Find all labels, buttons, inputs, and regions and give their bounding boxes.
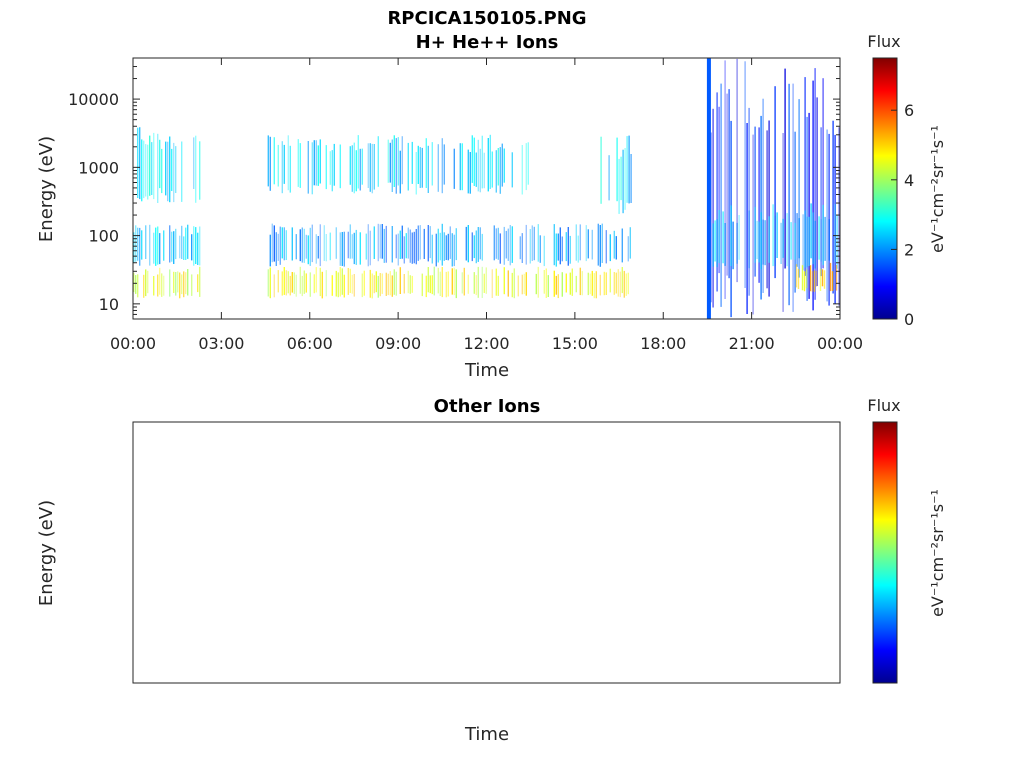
panel-title: Other Ions bbox=[434, 396, 541, 417]
colorbar-unit-label: eV⁻¹cm⁻²sr⁻¹s⁻¹ bbox=[928, 489, 947, 617]
colorbar-ticks: 0 2 4 6 bbox=[891, 101, 914, 329]
x-tick-label: 21:00 bbox=[729, 334, 775, 353]
flux-band bbox=[269, 223, 631, 267]
x-tick-label: 03:00 bbox=[198, 334, 244, 353]
flux-band bbox=[267, 266, 629, 299]
flux-band bbox=[137, 127, 201, 203]
flux-band bbox=[795, 262, 838, 292]
colorbar-tick-label: 4 bbox=[904, 171, 914, 190]
x-tick-label: 18:00 bbox=[640, 334, 686, 353]
colorbar-unit-label: eV⁻¹cm⁻²sr⁻¹s⁻¹ bbox=[928, 125, 947, 253]
flux-band bbox=[267, 134, 529, 195]
flux-band bbox=[133, 266, 201, 299]
panel-other-ions: Other Ions Energy (eV) Time Flux eV⁻¹cm⁻… bbox=[36, 396, 947, 745]
y-tick-label: 1000 bbox=[78, 158, 119, 177]
x-tick-label: 06:00 bbox=[287, 334, 333, 353]
colorbar-title: Flux bbox=[867, 396, 900, 415]
colorbar-tick-label: 2 bbox=[904, 240, 914, 259]
x-tick-label: 15:00 bbox=[552, 334, 598, 353]
flux-band bbox=[133, 224, 201, 266]
y-axis-label: Energy (eV) bbox=[36, 500, 57, 606]
x-axis-label: Time bbox=[464, 724, 509, 745]
y-axis: 10 100 1000 10000 bbox=[68, 57, 840, 320]
figure-title: RPCICA150105.PNG bbox=[387, 8, 586, 29]
x-tick-label: 09:00 bbox=[375, 334, 421, 353]
colorbar-gradient bbox=[872, 57, 898, 320]
x-tick-label: 00:00 bbox=[110, 334, 156, 353]
x-tick-label: 00:00 bbox=[817, 334, 863, 353]
colorbar-tick-label: 0 bbox=[904, 310, 914, 329]
flux-band bbox=[710, 58, 840, 318]
plot-frame bbox=[132, 421, 841, 684]
colorbar: Flux eV⁻¹cm⁻²sr⁻¹s⁻¹ bbox=[867, 396, 947, 684]
y-axis-label: Energy (eV) bbox=[36, 136, 57, 242]
flux-spike bbox=[706, 58, 711, 319]
x-tick-label: 12:00 bbox=[463, 334, 509, 353]
y-tick-label: 10 bbox=[99, 295, 119, 314]
y-tick-label: 100 bbox=[88, 227, 119, 246]
x-axis: 00:00 03:00 06:00 09:00 12:00 15:00 18:00 21:00… bbox=[110, 58, 863, 353]
plot-frame bbox=[132, 57, 841, 320]
colorbar: Flux 0 2 4 6 eV⁻¹cm⁻²sr⁻¹s⁻¹ bbox=[867, 32, 947, 329]
flux-band bbox=[712, 203, 838, 271]
colorbar-gradient bbox=[872, 421, 898, 684]
flux-band bbox=[600, 135, 632, 214]
x-axis-label: Time bbox=[464, 360, 509, 381]
y-tick-label: 10000 bbox=[68, 90, 119, 109]
spectrogram-heatmap bbox=[133, 58, 840, 319]
colorbar-title: Flux bbox=[867, 32, 900, 51]
colorbar-tick-label: 6 bbox=[904, 101, 914, 120]
panel-title: H+ He++ Ions bbox=[416, 32, 559, 53]
